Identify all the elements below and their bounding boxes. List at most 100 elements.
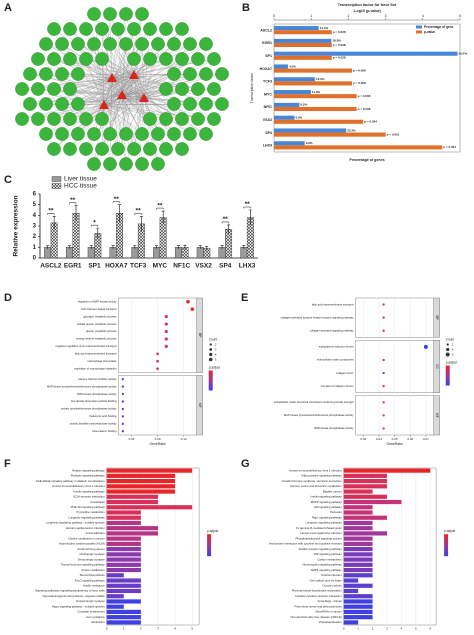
legend-swatch [51, 183, 62, 189]
gene-node [71, 37, 85, 51]
gene-node [15, 112, 29, 126]
y-tick-label: Growth hormone synthesis, secretion and … [282, 479, 342, 483]
error-bar [52, 216, 56, 230]
y-tick-label: EGR1 [262, 41, 272, 45]
gene-node [39, 127, 53, 141]
y-axis-label: Relative expression [13, 195, 20, 256]
significance-bracket [156, 207, 164, 210]
edge [37, 58, 105, 106]
y-tick-label: endoplasmic reticulum lumen [319, 345, 354, 349]
y-tick-label: PI3K-Akt signaling pathway [71, 505, 106, 509]
bar [274, 77, 315, 82]
edge [53, 28, 135, 76]
edge [53, 88, 105, 106]
edge [133, 74, 215, 120]
y-tick-label: Rap1 signaling pathway [312, 515, 342, 519]
gene-node [23, 97, 37, 111]
y-tick-label: Dopaminergic synapse [76, 599, 105, 603]
y-tick-label: Axon guidance [86, 615, 105, 619]
dot [423, 344, 428, 349]
edge [143, 97, 191, 105]
edge [101, 28, 105, 106]
error-bar [46, 245, 50, 249]
value-label: p = 0.028 [333, 30, 346, 34]
facet-strip [433, 340, 440, 393]
value-label: p < 0.001 [443, 145, 456, 149]
gene-node [71, 67, 85, 81]
edge [103, 104, 119, 150]
significance-bracket [90, 224, 99, 227]
gene-node [207, 112, 221, 126]
y-tick-label: ECM-receptor interaction [74, 495, 106, 499]
dot [382, 303, 385, 306]
error-bar [220, 245, 224, 249]
y-tick-label: collagen trimer [336, 371, 354, 375]
dot [121, 407, 124, 411]
gene-node [111, 142, 125, 156]
y-tick-label: MAP kinase tyrosine/serine/threonine pho… [284, 413, 354, 417]
bar [106, 489, 176, 494]
gene-node [87, 157, 101, 171]
gene-node [103, 37, 117, 51]
value-label: p = 0.028 [333, 43, 346, 47]
plot-frame [106, 467, 200, 626]
value-label: 13.2% [316, 77, 325, 81]
gene-node [199, 67, 213, 81]
bar [106, 526, 158, 531]
edge [111, 77, 167, 90]
legend-label: 2 [215, 342, 217, 346]
legend-title: Count [209, 337, 218, 341]
gene-node [199, 37, 213, 51]
y-tick-label: NFIC [264, 105, 273, 109]
bar [106, 573, 124, 578]
significance-bracket [134, 213, 142, 215]
error-bar [198, 245, 202, 249]
gene-node [55, 37, 69, 51]
edge [121, 94, 159, 135]
edge [111, 77, 191, 135]
y-tick-label: Insulin signaling pathway [74, 489, 106, 493]
gene-node [47, 22, 61, 36]
significance-bracket [69, 202, 77, 205]
legend-label: Liver tissue [64, 176, 97, 183]
legend-label: 6 [452, 352, 454, 356]
edge [69, 77, 113, 120]
bar [343, 573, 373, 578]
legend-title: p.adjust [446, 360, 457, 364]
bar [343, 588, 359, 594]
y-tick-label: extracellular matrix structural constitu… [274, 400, 354, 404]
bar [343, 552, 373, 557]
gene-node [103, 7, 117, 21]
significance-bracket [112, 201, 120, 204]
bar [343, 531, 387, 536]
edge [143, 97, 207, 135]
y-tick-label: TCF3 [263, 80, 272, 84]
gene-node [63, 112, 77, 126]
gene-node [103, 127, 117, 141]
bar [343, 594, 373, 599]
bar [343, 609, 373, 615]
y-tick-label: Amoebiasis [90, 500, 105, 504]
y-tick-label: Cholinergic synapse [79, 552, 105, 556]
x-tick-label: 4 [174, 626, 176, 630]
y-tick-label: One carbon pool by folate [310, 578, 342, 582]
bar [106, 536, 141, 541]
bar [106, 468, 193, 473]
x-tick-label: HOXA7 [105, 263, 128, 270]
gene-node [55, 97, 69, 111]
y-tick-label: MicroRNAs in cancer [315, 610, 341, 614]
edge [101, 104, 105, 150]
y-tick-label: Human cytomegalovirus infection [300, 531, 342, 535]
significance-label: ** [223, 216, 229, 223]
bar [106, 473, 176, 478]
bar [106, 609, 141, 615]
bar [274, 102, 300, 107]
y-tick-label: TNF signaling pathway [313, 552, 342, 556]
facet-label: MF [435, 413, 439, 418]
gene-node [207, 52, 221, 66]
error-bar [183, 244, 187, 250]
y-tick-label: Longevity regulating pathway [68, 515, 105, 519]
facet-label: BP [435, 316, 439, 320]
gene-node [55, 127, 69, 141]
